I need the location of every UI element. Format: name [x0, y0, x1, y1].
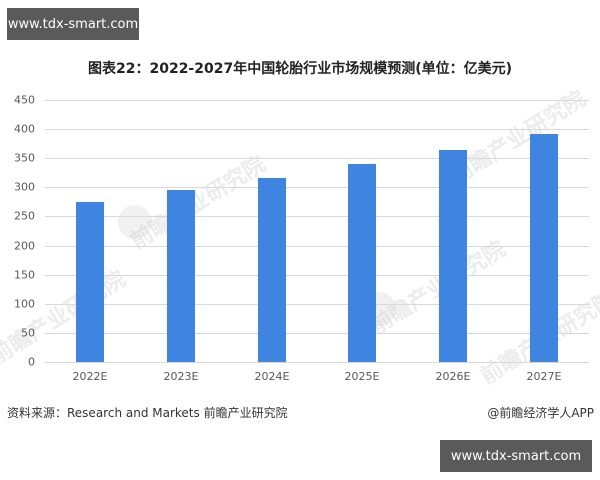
bar-2027E: [530, 134, 558, 362]
y-tick-label: 450: [14, 93, 35, 107]
x-tick-label: 2027E: [526, 370, 562, 383]
y-tick-label: 150: [14, 268, 35, 282]
y-tick-label: 200: [14, 239, 35, 253]
chart-title: 图表22：2022-2027年中国轮胎行业市场规模预测(单位：亿美元): [87, 61, 513, 77]
data-source: 资料来源：Research and Markets 前瞻产业研究院: [7, 406, 288, 420]
site-badge-top: www.tdx-smart.com: [7, 8, 139, 40]
gridline: [45, 246, 589, 247]
y-tick-label: 400: [14, 122, 35, 136]
gridline: [45, 100, 589, 101]
y-tick-label: 350: [14, 151, 35, 165]
y-tick-label: 250: [14, 209, 35, 223]
gridline: [45, 362, 589, 363]
gridline: [45, 187, 589, 188]
gridline: [45, 333, 589, 334]
watermark-logo-icon: [118, 205, 152, 239]
x-tick-label: 2026E: [435, 370, 471, 383]
site-badge-bottom: www.tdx-smart.com: [440, 440, 592, 472]
bar-2024E: [258, 178, 286, 362]
y-tick-label: 0: [28, 355, 35, 369]
x-tick-label: 2022E: [72, 370, 108, 383]
x-tick-label: 2023E: [163, 370, 199, 383]
watermark-text: 前瞻产业研究院: [126, 151, 271, 255]
plot-area: 前瞻产业研究院前瞻产业研究院前瞻产业研究院前瞻产业研究院前瞻产业研究院05010…: [0, 87, 600, 390]
x-tick-label: 2024E: [254, 370, 290, 383]
gridline: [45, 304, 589, 305]
y-tick-label: 100: [14, 297, 35, 311]
gridline: [45, 129, 589, 130]
bar-2023E: [167, 190, 195, 362]
bar-2025E: [348, 164, 376, 362]
y-tick-label: 50: [21, 326, 35, 340]
y-tick-label: 300: [14, 180, 35, 194]
gridline: [45, 158, 589, 159]
credit-label: @前瞻经济学人APP: [487, 406, 594, 420]
gridline: [45, 275, 589, 276]
gridline: [45, 216, 589, 217]
bar-2022E: [76, 202, 104, 362]
x-tick-label: 2025E: [344, 370, 380, 383]
bar-2026E: [439, 150, 467, 362]
